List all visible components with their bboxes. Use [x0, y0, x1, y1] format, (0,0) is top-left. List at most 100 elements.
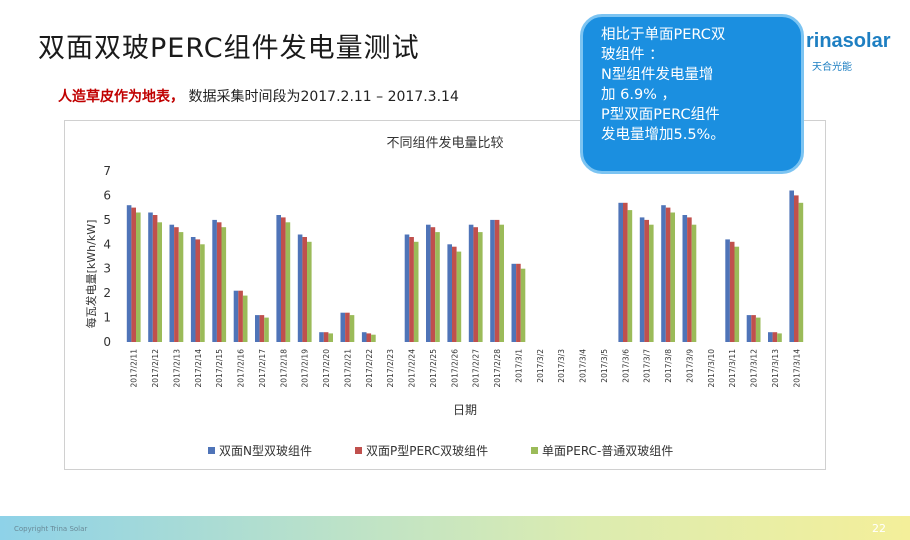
callout-line: 发电量增加5.5%。	[601, 127, 725, 143]
bar	[371, 334, 376, 342]
callout-line: 相比于单面PERC双	[601, 27, 726, 43]
bar	[136, 212, 141, 342]
slide-title: 双面双玻PERC组件发电量测试	[38, 33, 420, 64]
bar	[307, 241, 312, 342]
x-tick-label: 2017/2/22	[365, 349, 374, 388]
company-logo-cn: 天合光能	[812, 62, 852, 73]
bar-chart: 不同组件发电量比较 每瓦发电量[kWh/kW] 日期 0 1 2 3 4 5 6 7 2017…	[84, 135, 804, 458]
x-tick-label: 2017/3/8	[664, 349, 673, 383]
bar	[768, 332, 773, 342]
page-number: 22	[872, 522, 886, 535]
bar	[152, 215, 158, 342]
bar	[200, 244, 205, 342]
y-tick-label: 1	[103, 311, 111, 325]
bar	[212, 219, 217, 342]
bar	[157, 222, 162, 342]
bar	[216, 222, 222, 342]
bar	[233, 290, 239, 342]
bar	[409, 237, 414, 342]
bar	[725, 239, 730, 342]
legend-label: 双面P型PERC双玻组件	[366, 444, 488, 458]
bar	[665, 207, 671, 342]
callout-line: N型组件发电量增	[601, 67, 714, 83]
y-axis-label: 每瓦发电量[kWh/kW]	[84, 220, 98, 329]
x-tick-label: 2017/2/26	[450, 349, 459, 388]
bar	[478, 232, 483, 342]
bar	[687, 217, 692, 342]
chart-legend: 双面N型双玻组件 双面P型PERC双玻组件 单面PERC-普通双玻组件	[208, 444, 673, 458]
legend-swatch	[208, 447, 215, 454]
bar	[516, 263, 521, 342]
bar	[639, 217, 645, 342]
bar	[242, 295, 248, 342]
data-collection-note: 人造草皮作为地表， 数据采集时间段为2017.2.11 – 2017.3.14	[58, 86, 459, 106]
x-tick-label: 2017/2/12	[151, 349, 160, 388]
bar	[349, 315, 355, 342]
callout-line: P型双面PERC组件	[601, 107, 720, 123]
bar	[734, 246, 740, 342]
x-tick-label: 2017/3/3	[557, 349, 566, 383]
bar	[238, 290, 243, 342]
x-tick-label: 2017/2/11	[130, 349, 139, 388]
x-tick-label: 2017/3/5	[600, 349, 609, 383]
bar	[255, 315, 260, 342]
x-tick-label: 2017/3/14	[792, 349, 801, 388]
callout-line: 玻组件 ：	[601, 47, 664, 63]
x-tick-label: 2017/3/11	[728, 349, 737, 388]
x-tick-label: 2017/3/7	[643, 349, 652, 383]
bar	[426, 224, 431, 342]
bar	[195, 239, 201, 342]
x-tick-label: 2017/3/2	[536, 349, 545, 383]
bar	[649, 224, 654, 342]
x-tick-label: 2017/2/18	[279, 349, 288, 388]
y-tick-label: 7	[103, 164, 111, 178]
y-tick-label: 5	[103, 213, 111, 227]
legend-swatch	[355, 447, 362, 454]
bar	[499, 224, 504, 342]
bar	[755, 317, 761, 342]
bar	[148, 212, 153, 342]
bar	[777, 333, 782, 342]
bar	[302, 237, 307, 342]
y-tick-label: 2	[103, 286, 111, 300]
bar	[328, 333, 333, 342]
bar	[345, 312, 350, 342]
callout-box: 相比于单面PERC双 玻组件 ： N型组件发电量增 加 6.9% ， P型双面P…	[580, 14, 804, 174]
bar	[319, 332, 324, 342]
chart-title: 不同组件发电量比较	[386, 135, 503, 151]
bar	[221, 227, 227, 342]
bar	[473, 227, 478, 342]
bar	[361, 332, 367, 342]
bar	[323, 332, 329, 342]
bar	[661, 205, 666, 342]
bar	[618, 202, 623, 342]
x-tick-label: 2017/2/16	[237, 349, 246, 388]
x-tick-label: 2017/3/4	[579, 349, 588, 383]
legend-label: 双面N型双玻组件	[219, 444, 312, 458]
y-axis-ticks: 0 1 2 3 4 5 6 7	[103, 164, 111, 349]
bar	[174, 227, 179, 342]
footer-copyright: Copyright Trina Solar	[14, 525, 88, 533]
x-tick-label: 2017/2/13	[172, 349, 181, 388]
bar	[729, 241, 735, 342]
bar	[430, 227, 436, 342]
chart-frame: 不同组件发电量比较 每瓦发电量[kWh/kW] 日期 0 1 2 3 4 5 6 7 2017…	[64, 120, 826, 470]
x-tick-label: 2017/3/6	[621, 349, 630, 383]
legend-swatch	[531, 447, 538, 454]
x-tick-label: 2017/2/25	[429, 349, 438, 388]
y-tick-label: 3	[103, 262, 111, 276]
x-tick-label: 2017/2/19	[301, 349, 310, 388]
x-tick-label: 2017/2/27	[472, 349, 481, 388]
bar	[746, 315, 752, 342]
x-tick-label: 2017/3/13	[771, 349, 780, 388]
bar	[682, 215, 688, 342]
bar	[340, 312, 346, 342]
bar-series	[126, 190, 804, 342]
collection-period-text: 数据采集时间段为2017.2.11 – 2017.3.14	[188, 89, 459, 105]
x-tick-label: 2017/2/21	[343, 349, 352, 388]
bar	[494, 219, 500, 342]
ground-surface-note: 人造草皮作为地表，	[58, 89, 184, 105]
bar	[468, 224, 474, 342]
bar	[404, 234, 410, 342]
bar	[190, 237, 196, 342]
